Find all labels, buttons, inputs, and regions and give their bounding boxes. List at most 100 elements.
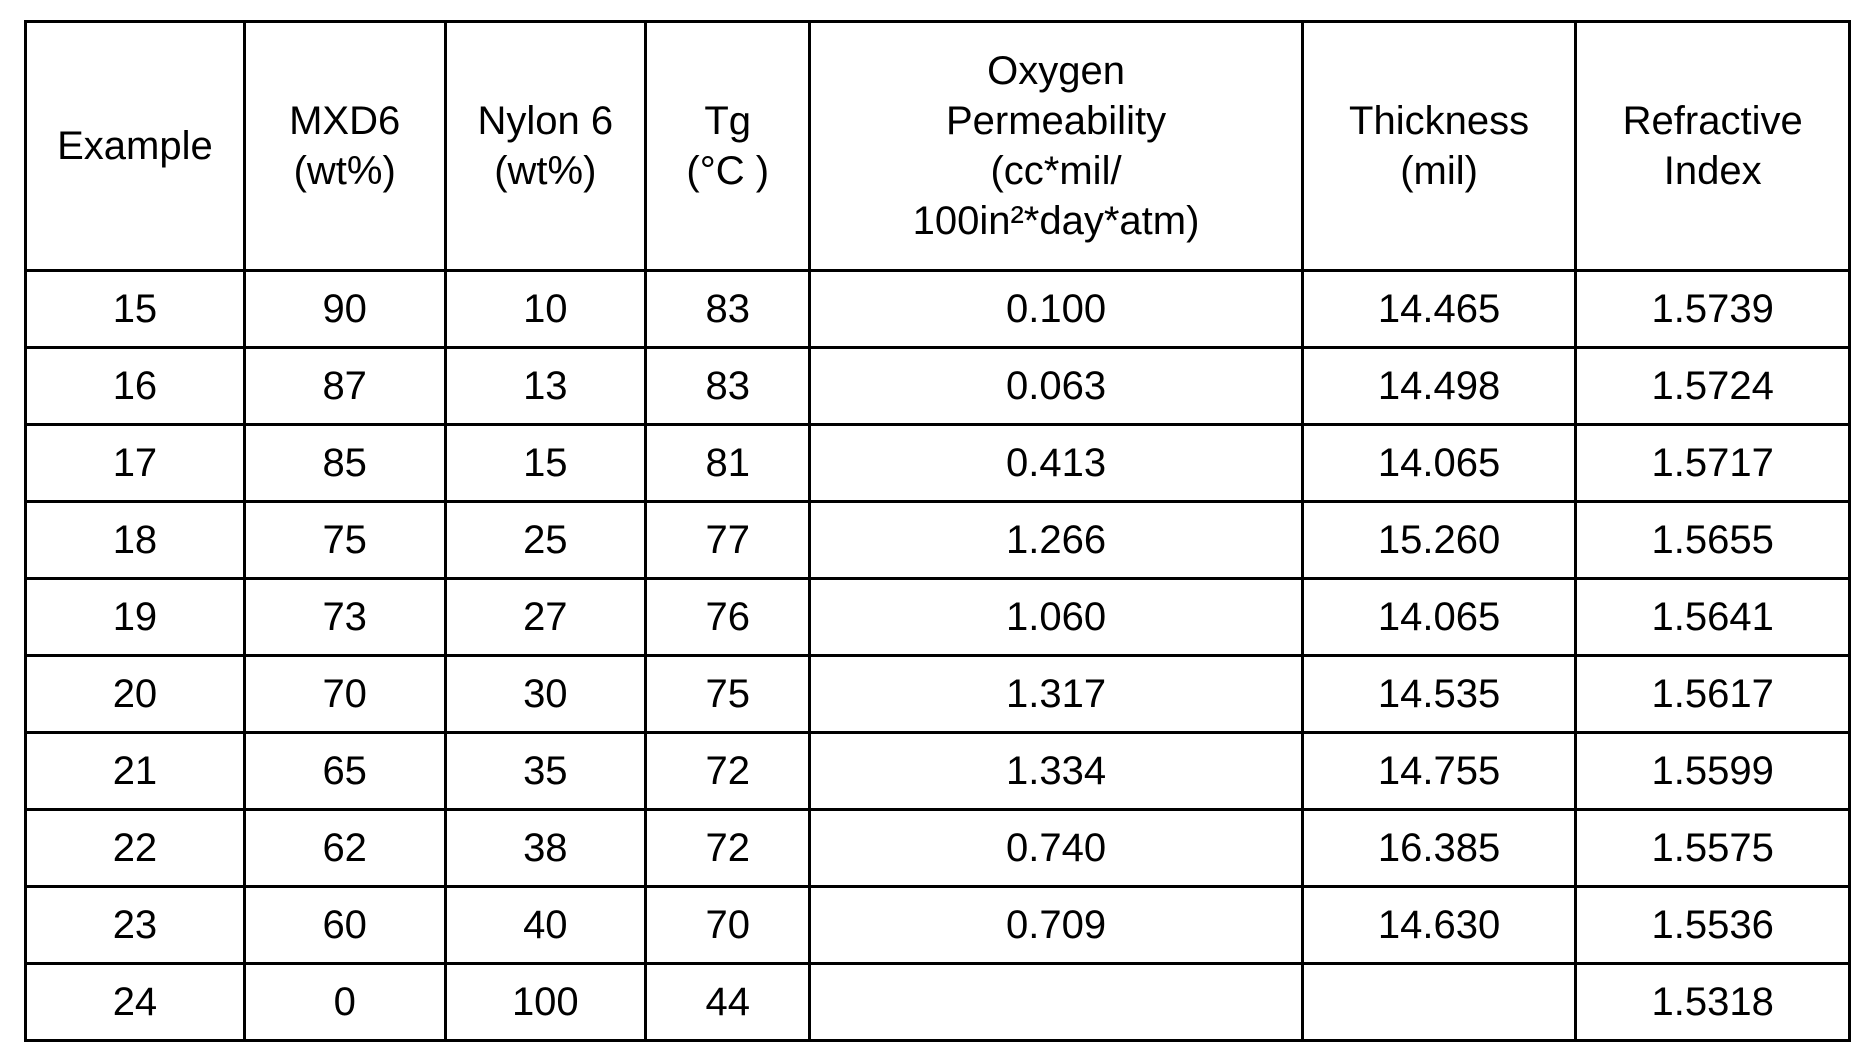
table-row: 216535721.33414.7551.5599 — [26, 733, 1850, 810]
cell-example: 17 — [26, 425, 245, 502]
cell-nylon6: 13 — [445, 348, 646, 425]
cell-oxygen — [810, 964, 1302, 1041]
cell-example: 24 — [26, 964, 245, 1041]
table-header-row: ExampleMXD6(wt%)Nylon 6(wt%)Tg(°C )Oxyge… — [26, 22, 1850, 271]
col-header-line: Index — [1585, 146, 1840, 196]
col-header-line: (wt%) — [254, 146, 436, 196]
col-header-ri: RefractiveIndex — [1576, 22, 1850, 271]
cell-thickness: 14.755 — [1302, 733, 1576, 810]
cell-tg: 83 — [646, 348, 810, 425]
col-header-line: (cc*mil/ — [819, 146, 1292, 196]
cell-tg: 44 — [646, 964, 810, 1041]
cell-ri: 1.5717 — [1576, 425, 1850, 502]
cell-tg: 77 — [646, 502, 810, 579]
cell-thickness: 14.630 — [1302, 887, 1576, 964]
cell-nylon6: 25 — [445, 502, 646, 579]
col-header-line: Thickness — [1312, 96, 1567, 146]
cell-ri: 1.5739 — [1576, 271, 1850, 348]
cell-mxd6: 90 — [244, 271, 445, 348]
cell-mxd6: 0 — [244, 964, 445, 1041]
cell-mxd6: 60 — [244, 887, 445, 964]
cell-oxygen: 1.317 — [810, 656, 1302, 733]
cell-nylon6: 38 — [445, 810, 646, 887]
cell-thickness — [1302, 964, 1576, 1041]
col-header-line: (wt%) — [455, 146, 637, 196]
col-header-example: Example — [26, 22, 245, 271]
cell-thickness: 14.065 — [1302, 425, 1576, 502]
cell-ri: 1.5724 — [1576, 348, 1850, 425]
table-row: 207030751.31714.5351.5617 — [26, 656, 1850, 733]
col-header-mxd6: MXD6(wt%) — [244, 22, 445, 271]
col-header-thickness: Thickness(mil) — [1302, 22, 1576, 271]
cell-thickness: 14.065 — [1302, 579, 1576, 656]
table-row: 197327761.06014.0651.5641 — [26, 579, 1850, 656]
cell-tg: 72 — [646, 733, 810, 810]
table-row: 236040700.70914.6301.5536 — [26, 887, 1850, 964]
cell-ri: 1.5575 — [1576, 810, 1850, 887]
table-row: 168713830.06314.4981.5724 — [26, 348, 1850, 425]
cell-mxd6: 85 — [244, 425, 445, 502]
cell-tg: 81 — [646, 425, 810, 502]
col-header-nylon6: Nylon 6(wt%) — [445, 22, 646, 271]
cell-ri: 1.5655 — [1576, 502, 1850, 579]
col-header-tg: Tg(°C ) — [646, 22, 810, 271]
cell-oxygen: 1.060 — [810, 579, 1302, 656]
cell-oxygen: 0.413 — [810, 425, 1302, 502]
cell-example: 16 — [26, 348, 245, 425]
cell-mxd6: 62 — [244, 810, 445, 887]
col-header-line: (°C ) — [655, 146, 800, 196]
cell-mxd6: 75 — [244, 502, 445, 579]
cell-nylon6: 15 — [445, 425, 646, 502]
cell-example: 21 — [26, 733, 245, 810]
cell-oxygen: 0.100 — [810, 271, 1302, 348]
col-header-line: 100in²*day*atm) — [819, 196, 1292, 246]
table-row: 159010830.10014.4651.5739 — [26, 271, 1850, 348]
col-header-line: Refractive — [1585, 96, 1840, 146]
cell-nylon6: 100 — [445, 964, 646, 1041]
col-header-line: MXD6 — [254, 96, 436, 146]
cell-oxygen: 0.740 — [810, 810, 1302, 887]
cell-oxygen: 0.063 — [810, 348, 1302, 425]
data-table: ExampleMXD6(wt%)Nylon 6(wt%)Tg(°C )Oxyge… — [24, 20, 1851, 1042]
col-header-line: (mil) — [1312, 146, 1567, 196]
cell-nylon6: 10 — [445, 271, 646, 348]
col-header-line: Permeability — [819, 96, 1292, 146]
cell-tg: 83 — [646, 271, 810, 348]
cell-thickness: 15.260 — [1302, 502, 1576, 579]
cell-nylon6: 30 — [445, 656, 646, 733]
cell-oxygen: 1.334 — [810, 733, 1302, 810]
cell-mxd6: 65 — [244, 733, 445, 810]
cell-thickness: 16.385 — [1302, 810, 1576, 887]
cell-ri: 1.5617 — [1576, 656, 1850, 733]
table-container: ExampleMXD6(wt%)Nylon 6(wt%)Tg(°C )Oxyge… — [0, 0, 1875, 1062]
cell-thickness: 14.535 — [1302, 656, 1576, 733]
table-row: 178515810.41314.0651.5717 — [26, 425, 1850, 502]
cell-ri: 1.5536 — [1576, 887, 1850, 964]
cell-mxd6: 87 — [244, 348, 445, 425]
cell-nylon6: 35 — [445, 733, 646, 810]
cell-example: 23 — [26, 887, 245, 964]
col-header-line: Nylon 6 — [455, 96, 637, 146]
cell-thickness: 14.465 — [1302, 271, 1576, 348]
cell-example: 22 — [26, 810, 245, 887]
cell-mxd6: 73 — [244, 579, 445, 656]
cell-example: 19 — [26, 579, 245, 656]
cell-example: 18 — [26, 502, 245, 579]
cell-oxygen: 0.709 — [810, 887, 1302, 964]
cell-nylon6: 27 — [445, 579, 646, 656]
cell-thickness: 14.498 — [1302, 348, 1576, 425]
cell-ri: 1.5641 — [1576, 579, 1850, 656]
cell-example: 20 — [26, 656, 245, 733]
cell-tg: 75 — [646, 656, 810, 733]
col-header-line: Tg — [655, 96, 800, 146]
table-row: 226238720.74016.3851.5575 — [26, 810, 1850, 887]
cell-ri: 1.5599 — [1576, 733, 1850, 810]
table-row: 187525771.26615.2601.5655 — [26, 502, 1850, 579]
cell-nylon6: 40 — [445, 887, 646, 964]
table-row: 24010044 1.5318 — [26, 964, 1850, 1041]
cell-tg: 72 — [646, 810, 810, 887]
col-header-oxygen: OxygenPermeability(cc*mil/100in²*day*atm… — [810, 22, 1302, 271]
col-header-line: Example — [35, 121, 235, 171]
col-header-line: Oxygen — [819, 46, 1292, 96]
cell-ri: 1.5318 — [1576, 964, 1850, 1041]
